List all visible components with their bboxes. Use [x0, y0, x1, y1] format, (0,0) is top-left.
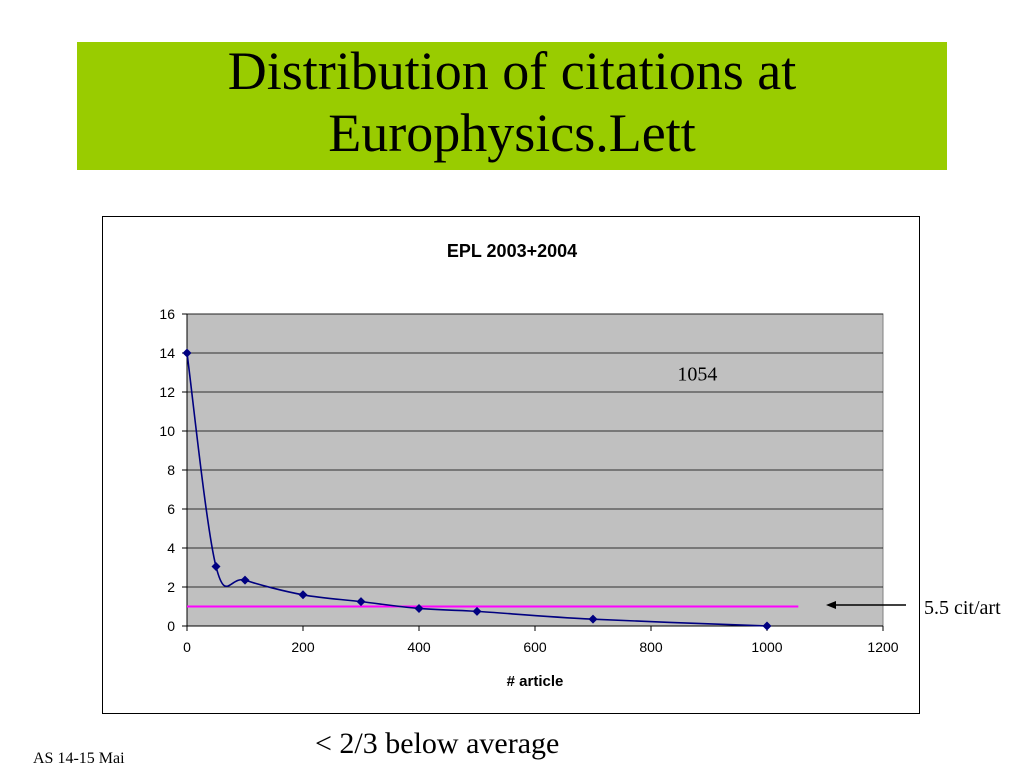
- bottom-note: < 2/3 below average: [315, 727, 560, 760]
- average-label: 5.5 cit/art: [924, 597, 1001, 619]
- y-tick-label: 12: [159, 384, 175, 400]
- slide-title-line-2: Europhysics.Lett: [328, 103, 696, 163]
- citation-chart: 0 2 4 6 8 10 12 14 16 0 200 400 600 800 1000 1200 EPL 20…: [159, 241, 898, 690]
- data-point: [182, 348, 192, 358]
- data-point: [240, 575, 250, 585]
- slide-title: Distribution of citations at Europhysics…: [77, 40, 947, 164]
- y-tick-label: 0: [167, 618, 175, 634]
- x-tick-label: 0: [183, 639, 191, 655]
- chart-annotation: 1054: [677, 363, 717, 385]
- y-tick-label: 6: [167, 501, 175, 517]
- y-tick-label: 8: [167, 462, 175, 478]
- chart-frame: 0 2 4 6 8 10 12 14 16 0 200 400 600 800 1000 1200 EPL 20…: [102, 216, 920, 714]
- data-point: [211, 562, 221, 572]
- x-tick-label: 1000: [751, 639, 782, 655]
- y-tick-label: 2: [167, 579, 175, 595]
- y-tick-label: 16: [159, 306, 175, 322]
- y-tick-label: 4: [167, 540, 175, 556]
- slide-title-line-1: Distribution of citations at: [227, 41, 797, 101]
- data-point: [588, 614, 598, 624]
- y-tick-label: 14: [159, 345, 175, 361]
- title-band: [77, 42, 947, 170]
- data-point: [356, 597, 366, 607]
- x-tick-label: 200: [291, 639, 315, 655]
- data-point: [414, 603, 424, 613]
- x-tick-label: 1200: [867, 639, 898, 655]
- chart-title: EPL 2003+2004: [447, 241, 577, 261]
- x-tick-label: 400: [407, 639, 431, 655]
- x-tick-label: 800: [639, 639, 663, 655]
- footer-text: AS 14-15 Mai: [33, 750, 125, 767]
- x-tick-label: 600: [523, 639, 547, 655]
- data-point: [762, 621, 772, 631]
- y-tick-label: 10: [159, 423, 175, 439]
- data-point: [298, 590, 308, 600]
- x-axis-label: # article: [507, 673, 564, 690]
- pointer-arrow-icon: [826, 601, 906, 609]
- data-point: [472, 606, 482, 616]
